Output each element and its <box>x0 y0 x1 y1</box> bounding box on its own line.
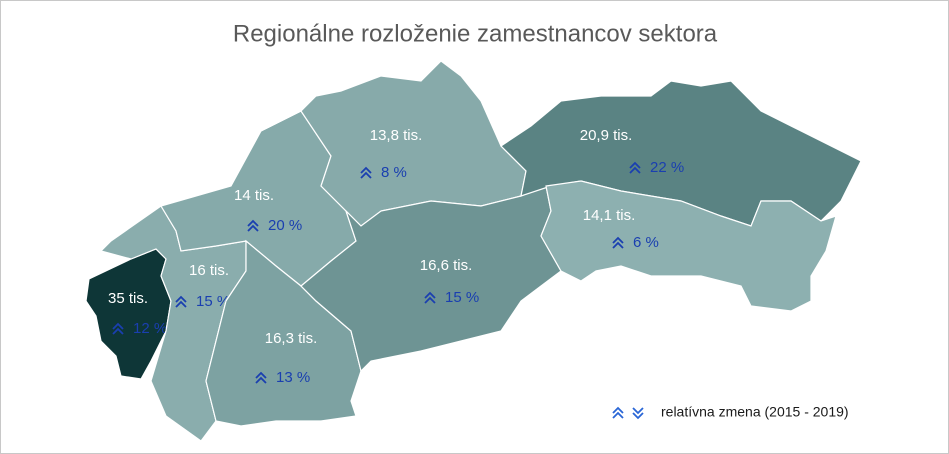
region-change: 6 % <box>633 234 659 251</box>
legend-up-icon <box>612 406 624 419</box>
region-shape <box>540 180 837 312</box>
region: 16,3 tis. 13 % <box>205 239 362 427</box>
region-change: 15 % <box>445 289 479 306</box>
increase-icon <box>612 236 624 249</box>
region-count: 16 tis. <box>189 262 229 279</box>
increase-icon <box>247 219 259 232</box>
increase-icon <box>255 371 267 384</box>
region-change: 15 % <box>196 293 230 310</box>
map-title: Regionálne rozloženie zamestnancov sekto… <box>233 20 718 47</box>
legend: relatívna zmena (2015 - 2019) <box>612 404 849 420</box>
region-count: 16,6 tis. <box>420 257 473 274</box>
region-count: 14 tis. <box>234 187 274 204</box>
increase-icon <box>360 166 372 179</box>
region-change: 8 % <box>381 164 407 181</box>
legend-text: relatívna zmena (2015 - 2019) <box>661 404 849 420</box>
region: 35 tis. 12 % <box>85 248 172 380</box>
region: 14,1 tis. 6 % <box>540 180 837 312</box>
region: 20,9 tis. 22 % <box>500 80 862 227</box>
region-change: 22 % <box>650 159 684 176</box>
region-change: 13 % <box>276 369 310 386</box>
increase-icon <box>112 322 124 335</box>
region-shape <box>300 185 562 373</box>
region: 16,6 tis. 15 % <box>300 185 562 373</box>
increase-icon <box>424 291 436 304</box>
legend-down-icon <box>632 407 644 420</box>
region-count: 13,8 tis. <box>370 127 423 144</box>
region-count: 35 tis. <box>108 290 148 307</box>
region-count: 20,9 tis. <box>580 127 633 144</box>
increase-icon <box>175 295 187 308</box>
region-change: 20 % <box>268 217 302 234</box>
region: 16 tis. 15 % <box>99 205 247 442</box>
region-change: 12 % <box>133 320 167 337</box>
regions: 35 tis. 12 % 16 tis. 15 % 14 tis. 20 % 16,3 ti… <box>85 60 862 442</box>
region-count: 16,3 tis. <box>265 330 318 347</box>
increase-icon <box>629 161 641 174</box>
region-count: 14,1 tis. <box>583 207 636 224</box>
